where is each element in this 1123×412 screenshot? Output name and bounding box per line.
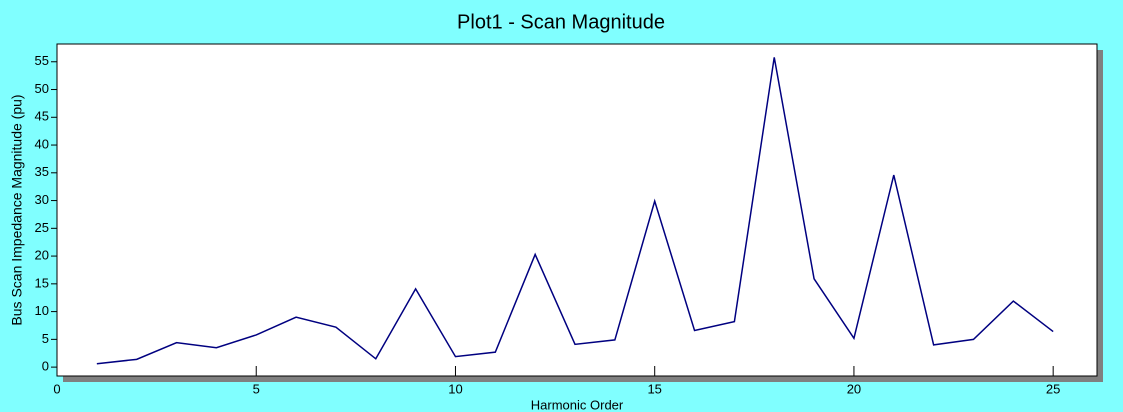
y-tick-label: 45 bbox=[35, 109, 49, 124]
y-tick-label: 40 bbox=[35, 136, 49, 151]
chart-title: Plot1 - Scan Magnitude bbox=[457, 11, 665, 33]
y-tick-label: 55 bbox=[35, 53, 49, 68]
y-tick-label: 5 bbox=[42, 331, 49, 346]
y-tick-label: 30 bbox=[35, 192, 49, 207]
x-tick-label: 10 bbox=[448, 381, 462, 396]
x-tick-label: 25 bbox=[1046, 381, 1060, 396]
y-axis-label: Bus Scan Impedance Magnitude (pu) bbox=[9, 94, 25, 325]
x-tick-label: 0 bbox=[53, 381, 60, 396]
x-tick-label: 5 bbox=[253, 381, 260, 396]
y-tick-label: 10 bbox=[35, 303, 49, 318]
y-tick-label: 35 bbox=[35, 164, 49, 179]
y-tick-label: 20 bbox=[35, 248, 49, 263]
series-line bbox=[96, 57, 1054, 365]
y-tick-label: 15 bbox=[35, 275, 49, 290]
x-tick-label: 15 bbox=[647, 381, 661, 396]
x-tick-label: 20 bbox=[847, 381, 861, 396]
x-axis-label: Harmonic Order bbox=[531, 397, 624, 412]
plot-area bbox=[56, 43, 1098, 377]
y-tick-label: 25 bbox=[35, 220, 49, 235]
y-tick-label: 50 bbox=[35, 81, 49, 96]
y-tick-label: 0 bbox=[42, 359, 49, 374]
